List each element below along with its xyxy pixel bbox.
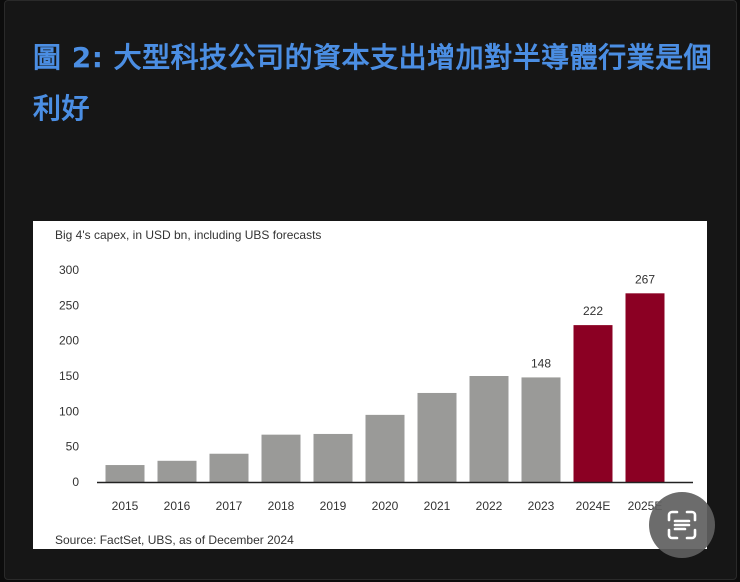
bar-2019	[313, 433, 353, 482]
bar-2022	[469, 376, 509, 482]
bar-2017	[209, 453, 249, 482]
y-tick-label: 300	[59, 263, 79, 277]
x-tick-label: 2022	[476, 499, 503, 513]
x-tick-label: 2018	[268, 499, 295, 513]
y-tick-label: 200	[59, 334, 79, 348]
bar-chart: Big 4's capex, in USD bn, including UBS …	[55, 228, 693, 547]
data-label: 222	[583, 304, 603, 318]
x-tick-label: 2020	[372, 499, 399, 513]
bar-2023	[521, 377, 561, 482]
y-tick-label: 150	[59, 369, 79, 383]
x-tick-label: 2017	[216, 499, 243, 513]
google-lens-scan-icon	[667, 510, 697, 540]
page-title: 圖 2: 大型科技公司的資本支出增加對半導體行業是個利好	[33, 41, 713, 125]
bar-2016	[157, 460, 197, 482]
x-tick-label: 2024E	[576, 499, 611, 513]
x-tick-label: 2019	[320, 499, 347, 513]
x-tick-label: 2023	[528, 499, 555, 513]
bar-2025E	[625, 293, 665, 482]
y-tick-label: 0	[72, 475, 79, 489]
chart-title: Big 4's capex, in USD bn, including UBS …	[55, 228, 321, 242]
bar-2024E	[573, 325, 613, 482]
x-tick-label: 2016	[164, 499, 191, 513]
bar-2020	[365, 414, 405, 482]
y-tick-label: 100	[59, 404, 79, 418]
x-tick-label: 2021	[424, 499, 451, 513]
y-tick-label: 250	[59, 298, 79, 312]
chart-panel: Big 4's capex, in USD bn, including UBS …	[33, 221, 707, 549]
x-tick-label: 2015	[112, 499, 139, 513]
chart-source: Source: FactSet, UBS, as of December 202…	[55, 533, 294, 547]
data-label: 267	[635, 272, 655, 286]
y-tick-label: 50	[66, 440, 80, 454]
bar-2015	[105, 465, 145, 482]
bar-2018	[261, 434, 301, 482]
data-label: 148	[531, 356, 551, 370]
bar-2021	[417, 392, 457, 482]
lens-button[interactable]	[649, 492, 715, 558]
